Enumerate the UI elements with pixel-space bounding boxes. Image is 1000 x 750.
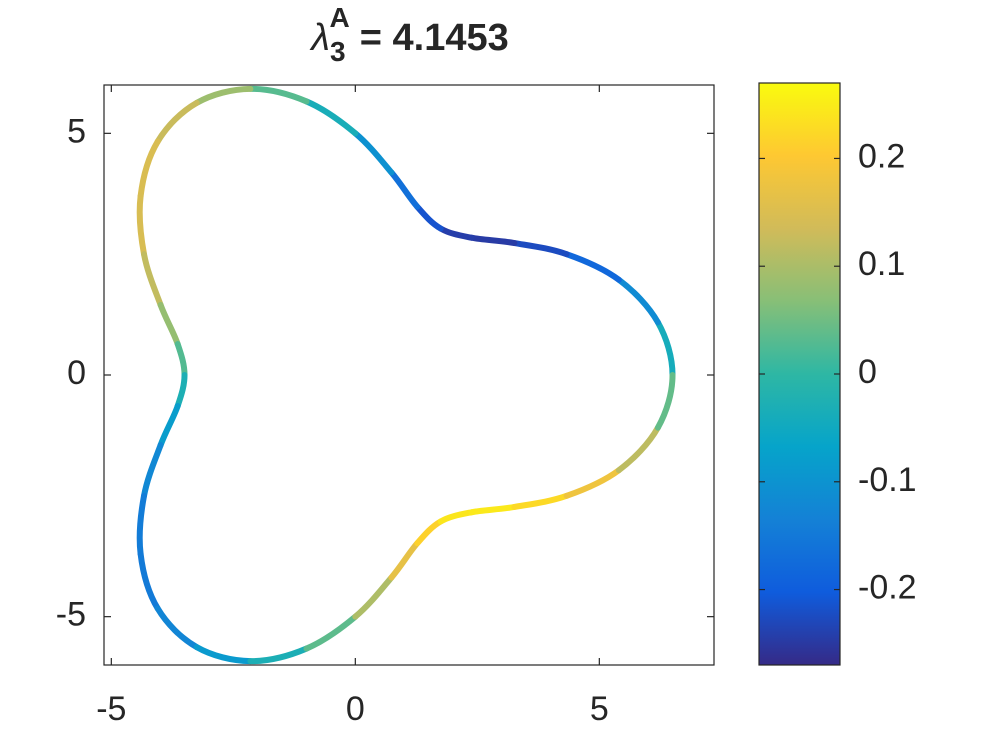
colorbar-tick-label: 0.1 — [858, 245, 905, 283]
curve-segment — [388, 540, 421, 581]
curve-segment — [654, 372, 676, 431]
x-tick-label: 0 — [346, 690, 365, 728]
chart-title: λ3A = 4.1453 — [309, 2, 509, 67]
curve-segment — [136, 492, 148, 557]
curve-segment — [615, 424, 661, 474]
curve-segment — [468, 503, 518, 516]
curve-segment — [154, 605, 200, 651]
x-tick-label: -5 — [96, 690, 126, 728]
curve-segment — [468, 234, 518, 247]
curve-segment — [511, 240, 570, 258]
curve-segment — [247, 85, 310, 105]
title-subscript: 3 — [330, 36, 346, 67]
curve-segment — [437, 225, 475, 241]
curve-segment — [303, 98, 359, 137]
colorbar — [758, 82, 841, 666]
curve-segment — [563, 467, 622, 499]
curve-segment — [141, 251, 164, 308]
curve-segment — [437, 509, 475, 525]
curve-segment — [563, 251, 622, 283]
colorbar-tick-label: 0 — [858, 353, 877, 391]
curve-segment — [157, 402, 181, 449]
curve-segment — [511, 492, 570, 510]
curve-segment — [388, 169, 421, 210]
curve-segment — [136, 193, 148, 258]
curve-segment — [154, 99, 200, 145]
curve-segment — [615, 276, 661, 326]
curve-segment — [141, 442, 164, 499]
curve-segment — [174, 372, 188, 409]
y-tick-label: -5 — [56, 596, 86, 634]
curve-segment — [137, 138, 161, 200]
curve-segment — [137, 550, 161, 612]
curve-segment — [174, 341, 188, 378]
curve-segment — [352, 130, 395, 176]
colorbar-tick-label: -0.1 — [858, 461, 917, 499]
curve-segment — [157, 301, 181, 348]
curve-segment — [193, 85, 254, 106]
title-symbol: λ — [309, 17, 330, 59]
colorbar-tick-label: -0.2 — [858, 569, 917, 607]
title-text: = 4.1453 — [360, 17, 509, 59]
curve-segment — [654, 319, 676, 378]
y-tick-label: 5 — [67, 112, 86, 150]
curve-segment — [303, 613, 359, 652]
x-tick-label: 5 — [590, 690, 609, 728]
title-superscript: A — [330, 2, 350, 33]
curve-segment — [193, 644, 254, 665]
curve-segment — [352, 574, 395, 620]
colorbar-tick-label: 0.2 — [858, 137, 905, 175]
y-tick-label: 0 — [67, 354, 86, 392]
curve-segment — [247, 645, 310, 665]
curve-segment — [414, 203, 444, 232]
axes-box — [103, 84, 715, 666]
curve-segment — [414, 518, 444, 547]
